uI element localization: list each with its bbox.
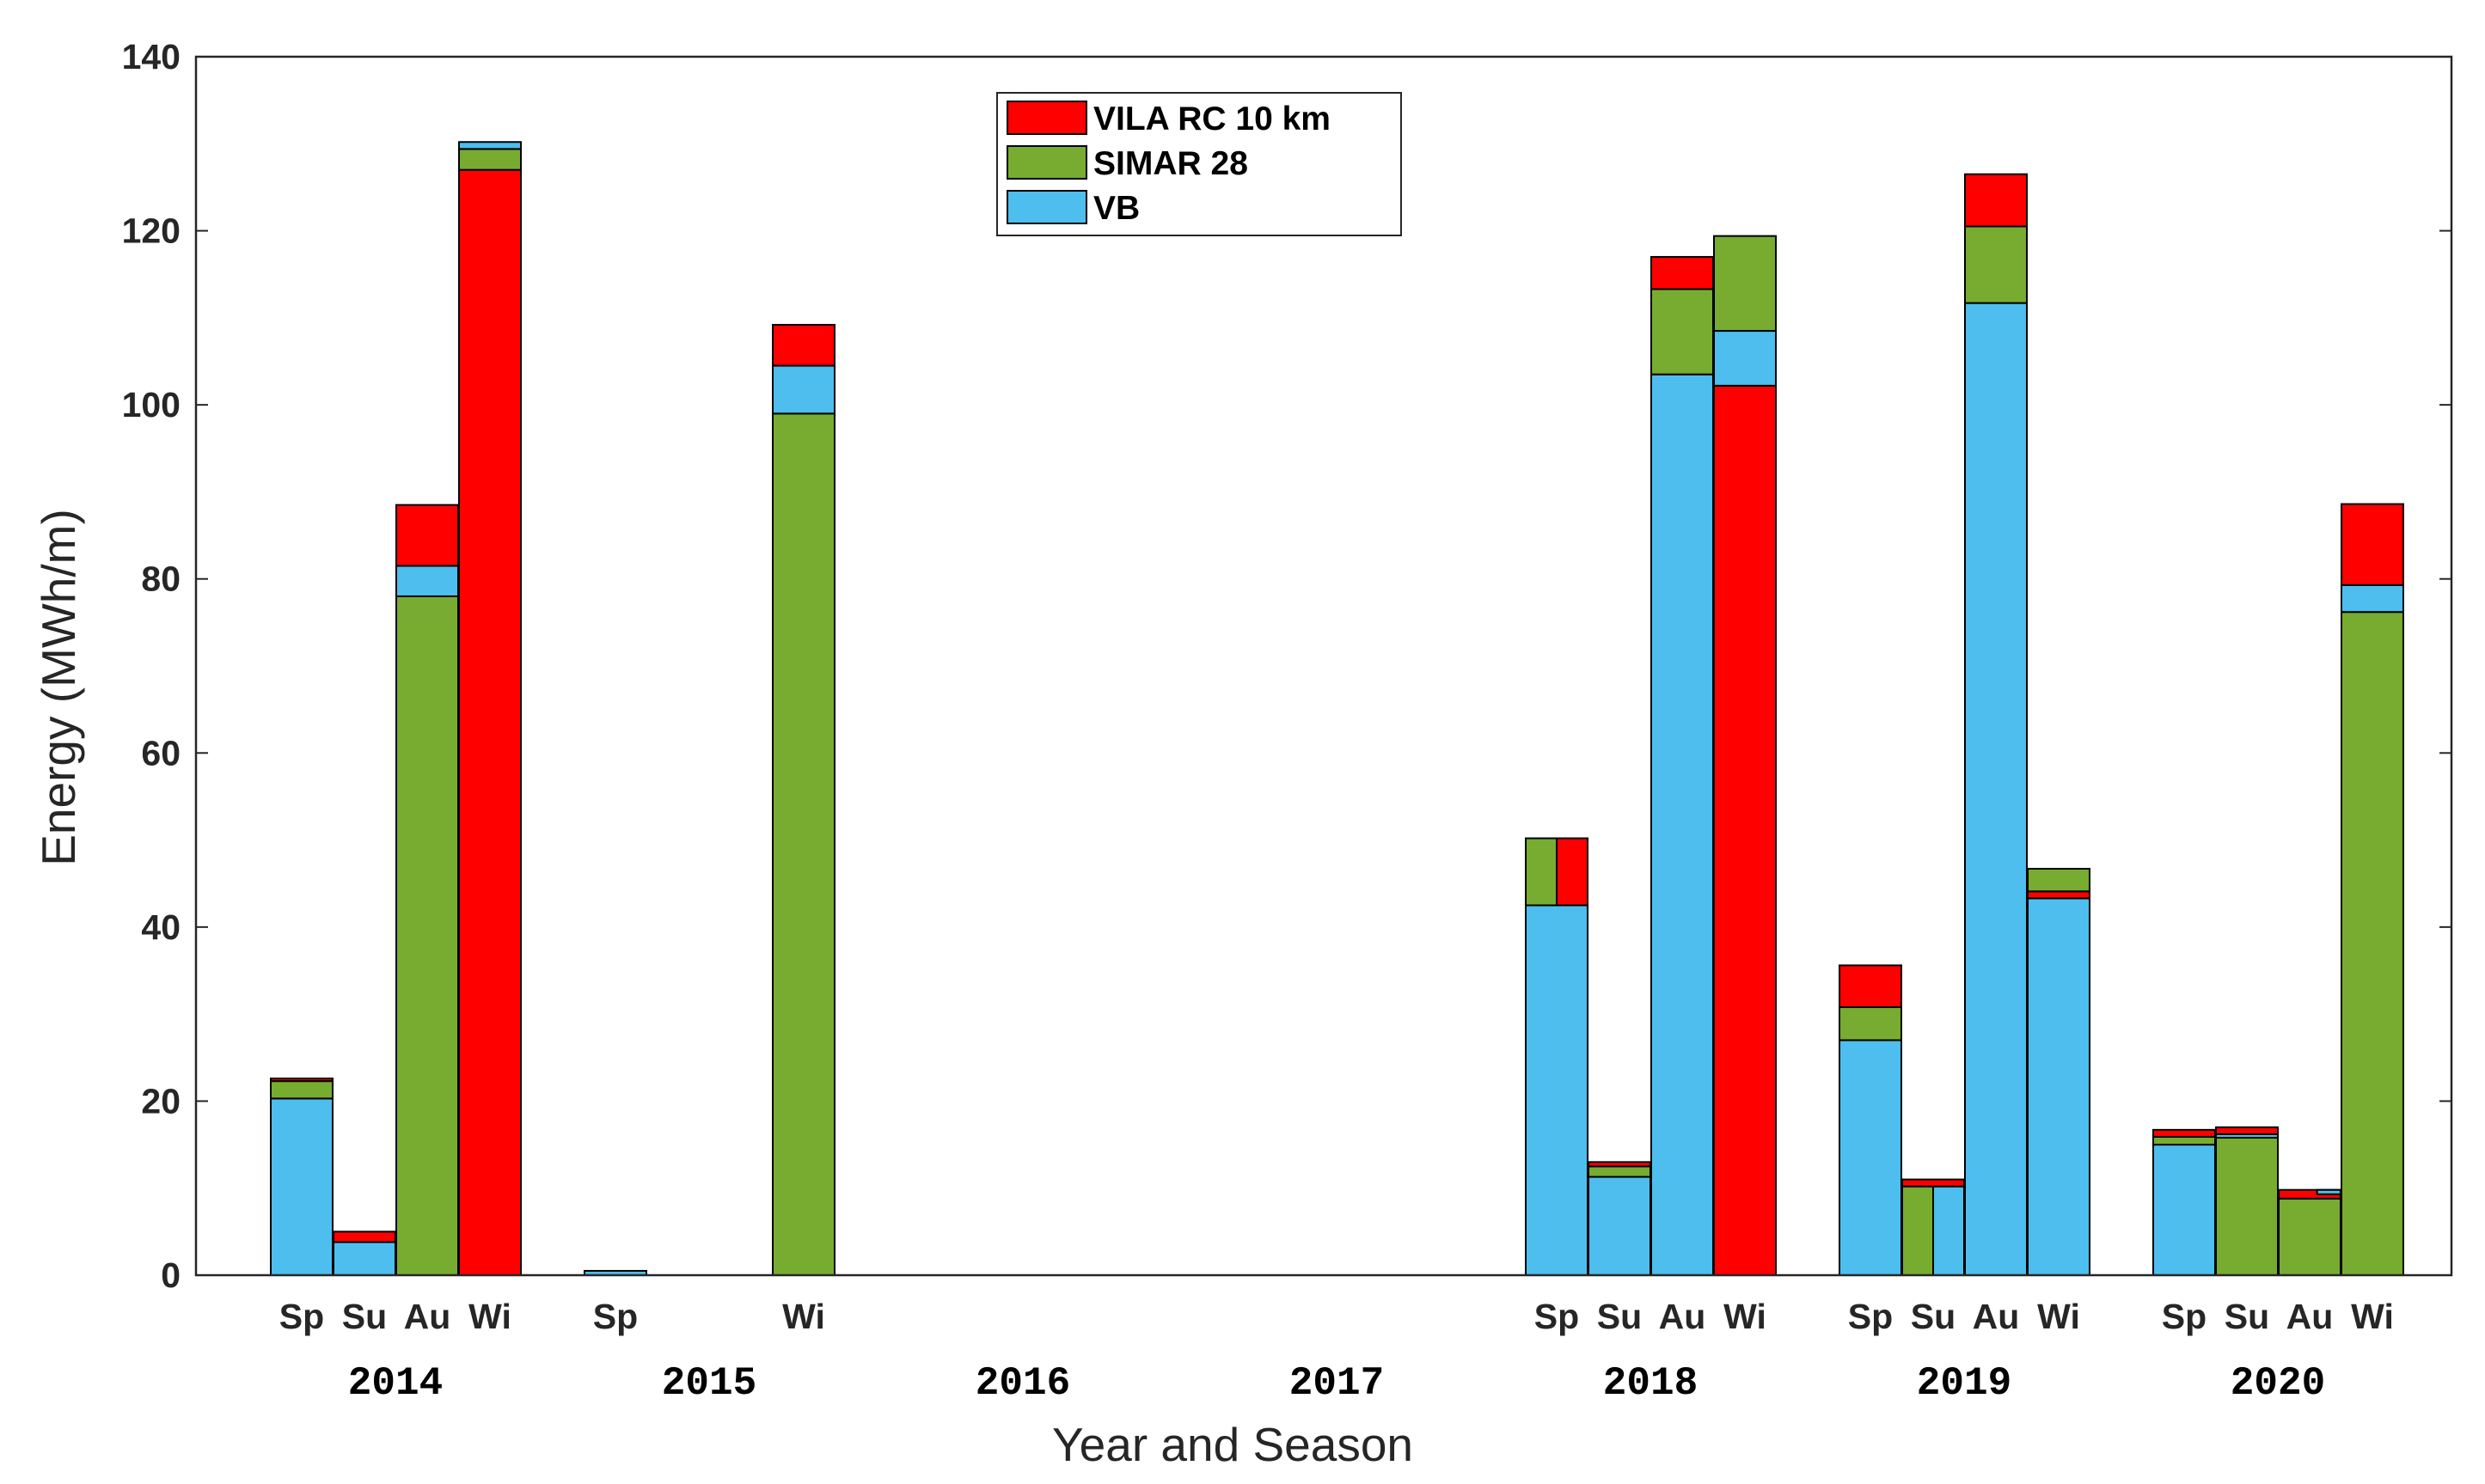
season-label-2020-sp: Sp: [2162, 1297, 2207, 1336]
year-label-2018: 2018: [1603, 1361, 1698, 1406]
bar-2019-su-simar-28: [1901, 1185, 1934, 1277]
bar-2015-wi-vb: [772, 364, 835, 415]
y-tick-label-120: 120: [122, 211, 181, 251]
bar-2015-wi-simar-28: [772, 412, 835, 1276]
bar-2019-au-simar-28: [1964, 225, 2028, 304]
bar-2014-su-vb: [333, 1241, 396, 1277]
bar-2019-wi-vb: [2027, 897, 2090, 1276]
bar-2019-sp-simar-28: [1839, 1006, 1902, 1041]
season-label-2020-wi: Wi: [2351, 1297, 2394, 1336]
bar-2014-au-vila-rc-10-km: [395, 504, 459, 567]
season-label-2018-wi: Wi: [1723, 1297, 1766, 1336]
bar-2014-au-vb: [395, 565, 459, 597]
bar-2014-su-vila-rc-10-km: [333, 1231, 396, 1243]
bar-2020-au-vb: [2316, 1188, 2341, 1195]
year-label-2019: 2019: [1917, 1361, 2011, 1406]
year-label-2017: 2017: [1289, 1361, 1384, 1406]
bar-2019-au-vb: [1964, 302, 2028, 1277]
season-label-2019-au: Au: [1973, 1297, 2020, 1336]
year-label-2015: 2015: [662, 1361, 756, 1406]
bar-2020-su-vila-rc-10-km: [2215, 1126, 2279, 1135]
legend-swatch-vila: [1007, 101, 1087, 135]
bar-2019-wi-vila-rc-10-km: [2027, 890, 2090, 900]
bar-2018-au-simar-28: [1650, 288, 1714, 376]
season-label-2020-au: Au: [2286, 1297, 2334, 1336]
season-label-2018-au: Au: [1659, 1297, 1706, 1336]
y-tick-label-0: 0: [161, 1255, 181, 1295]
bar-2018-wi-simar-28: [1713, 235, 1777, 333]
y-tick-label-140: 140: [122, 37, 181, 76]
legend-swatch-simar: [1007, 145, 1087, 180]
bar-2014-sp-simar-28: [270, 1080, 334, 1100]
season-label-2014-wi: Wi: [468, 1297, 511, 1336]
bar-2015-wi-vila-rc-10-km: [772, 323, 835, 367]
bar-2020-sp-simar-28: [2152, 1135, 2216, 1146]
bar-2014-wi-vila-rc-10-km: [458, 168, 522, 1277]
legend-swatch-vb: [1007, 190, 1087, 224]
bar-2014-sp-vila-rc-10-km: [270, 1078, 334, 1083]
bar-2020-wi-vila-rc-10-km: [2341, 503, 2404, 586]
bar-2020-wi-simar-28: [2341, 611, 2404, 1276]
season-label-2018-su: Su: [1597, 1297, 1642, 1336]
bar-2014-wi-simar-28: [458, 148, 522, 171]
bar-2019-sp-vila-rc-10-km: [1839, 964, 1902, 1009]
bar-2020-wi-vb: [2341, 583, 2404, 614]
legend-label-simar: SIMAR 28: [1093, 145, 1248, 182]
season-label-2019-su: Su: [1911, 1297, 1956, 1336]
x-axis-title: Year and Season: [1052, 1418, 1413, 1471]
bar-2018-au-vb: [1650, 373, 1714, 1276]
season-label-2015-sp: Sp: [593, 1297, 638, 1336]
season-label-2018-sp: Sp: [1534, 1297, 1579, 1336]
bar-2018-su-vb: [1588, 1176, 1651, 1276]
season-label-2019-wi: Wi: [2037, 1297, 2080, 1336]
y-axis-title: Energy (MWh/m): [32, 509, 85, 866]
bar-2019-wi-simar-28: [2027, 867, 2090, 893]
season-label-2014-au: Au: [404, 1297, 451, 1336]
bar-2014-sp-vb: [270, 1097, 334, 1277]
bar-2020-sp-vila-rc-10-km: [2152, 1128, 2216, 1138]
legend: VILA RC 10 km SIMAR 28 VB: [996, 92, 1402, 236]
legend-label-vila: VILA RC 10 km: [1093, 101, 1331, 137]
year-label-2020: 2020: [2231, 1361, 2325, 1406]
season-label-2014-sp: Sp: [279, 1297, 324, 1336]
bar-2014-wi-vb: [458, 141, 522, 150]
bar-2018-su-vila-rc-10-km: [1588, 1161, 1651, 1168]
bar-2018-wi-vb: [1713, 330, 1777, 387]
bar-2020-su-simar-28: [2215, 1136, 2279, 1277]
year-label-2016: 2016: [976, 1361, 1070, 1406]
y-tick-label-40: 40: [141, 907, 181, 947]
bar-2019-su-vila-rc-10-km: [1901, 1178, 1965, 1188]
y-tick-label-100: 100: [122, 385, 181, 424]
bar-2018-sp-vila-rc-10-km: [1556, 837, 1588, 907]
bar-2019-au-vila-rc-10-km: [1964, 173, 2028, 228]
bar-2018-wi-vila-rc-10-km: [1713, 384, 1777, 1276]
season-label-2015-wi: Wi: [782, 1297, 825, 1336]
bar-2018-sp-simar-28: [1525, 837, 1558, 907]
y-tick-label-20: 20: [141, 1081, 181, 1121]
bar-2018-sp-vb: [1525, 904, 1588, 1277]
bar-2019-su-vb: [1932, 1185, 1965, 1277]
bar-2014-au-simar-28: [395, 595, 459, 1276]
season-label-2019-sp: Sp: [1848, 1297, 1893, 1336]
y-tick-label-60: 60: [141, 733, 181, 773]
season-label-2020-su: Su: [2225, 1297, 2269, 1336]
year-label-2014: 2014: [348, 1361, 443, 1406]
bar-2019-sp-vb: [1839, 1039, 1902, 1276]
bar-2020-au-simar-28: [2278, 1197, 2341, 1276]
bar-2018-au-vila-rc-10-km: [1650, 255, 1714, 290]
y-tick-label-80: 80: [141, 559, 181, 599]
bar-2020-sp-vb: [2152, 1144, 2216, 1276]
season-label-2014-su: Su: [342, 1297, 387, 1336]
bar-2018-su-simar-28: [1588, 1165, 1651, 1178]
legend-label-vb: VB: [1093, 190, 1140, 227]
plot-area-frame: [194, 55, 2453, 1277]
